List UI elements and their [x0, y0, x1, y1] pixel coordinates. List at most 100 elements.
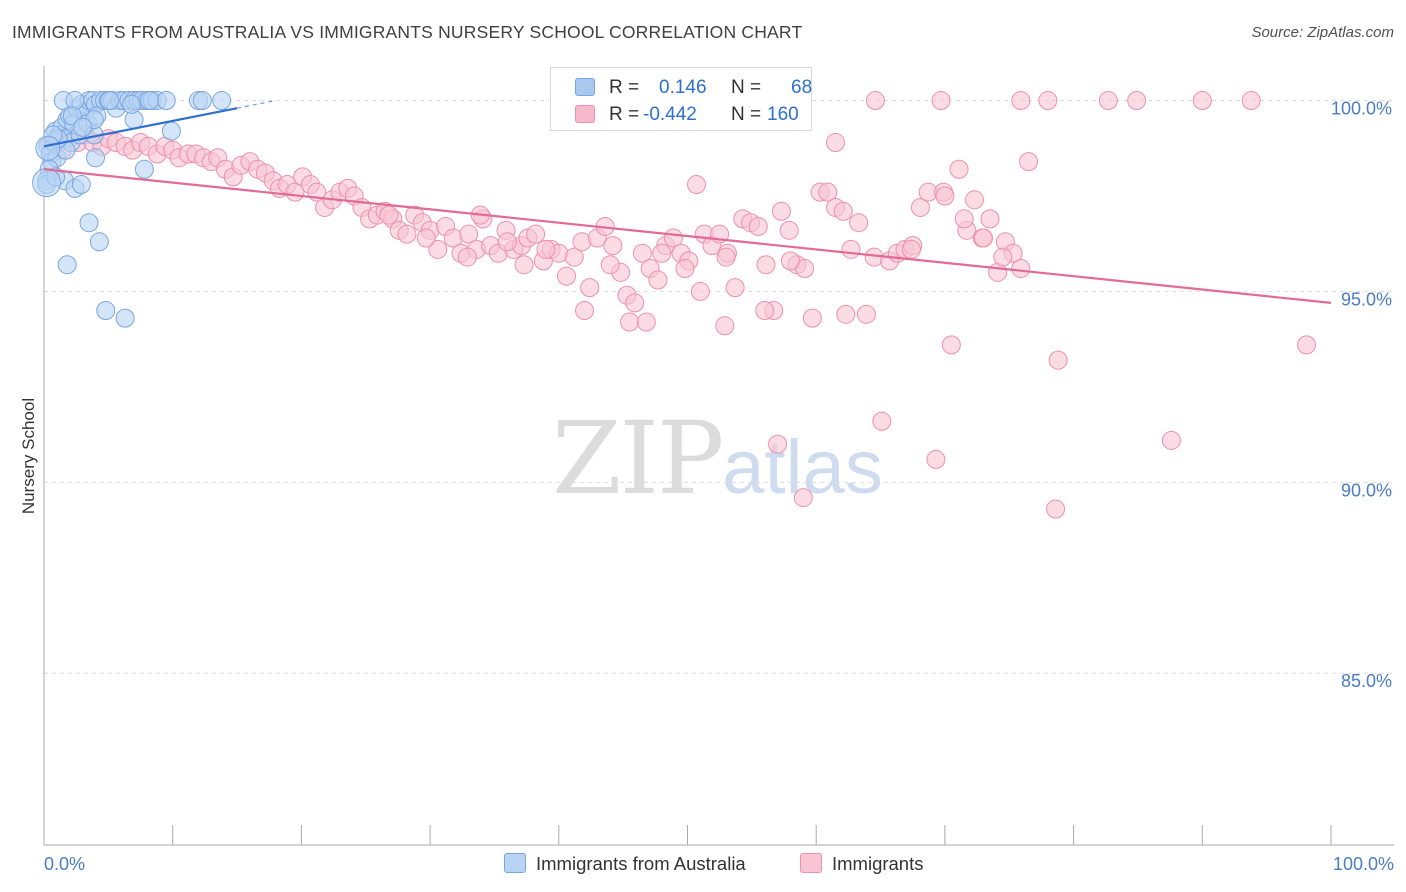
australia-trend-extension	[236, 99, 276, 109]
australia-point	[96, 301, 116, 321]
legend-item-immigrants: Immigrants	[800, 853, 924, 875]
immigrants-point	[779, 220, 799, 240]
immigrants-point	[514, 255, 534, 275]
r-value: 0.146	[659, 77, 707, 98]
immigrants-point	[931, 91, 951, 111]
axes	[43, 66, 1394, 846]
immigrants-point	[1019, 152, 1039, 172]
immigrants-point	[941, 335, 961, 355]
source-credit: Source: ZipAtlas.com	[1251, 24, 1394, 41]
r-label: R =	[609, 77, 640, 98]
immigrants-point	[416, 228, 436, 248]
immigrants-point	[949, 159, 969, 179]
immigrants-point	[675, 259, 695, 279]
immigrants-point	[575, 301, 595, 321]
immigrants-point	[625, 293, 645, 313]
immigrants-point	[564, 247, 584, 267]
immigrants-point	[935, 186, 955, 206]
australia-point	[35, 135, 61, 161]
immigrants-point	[1048, 350, 1068, 370]
australia-point	[100, 91, 120, 111]
trend-lines	[43, 99, 1332, 304]
watermark-zip: ZIP	[552, 400, 724, 517]
australia-point	[71, 175, 91, 195]
immigrants-point	[1192, 91, 1212, 111]
immigrants-point	[865, 91, 885, 111]
immigrants-point	[836, 304, 856, 324]
immigrants-point	[802, 308, 822, 328]
australia-point	[122, 94, 142, 114]
australia-point	[32, 168, 62, 198]
n-label: N =	[731, 77, 762, 98]
legend-item-australia: Immigrants from Australia	[504, 853, 746, 875]
australia-point	[85, 148, 105, 168]
immigrants-point	[1161, 430, 1181, 450]
australia-point	[156, 91, 176, 111]
immigrants-point	[756, 255, 776, 275]
y-axis-label: Nursery School	[19, 398, 38, 514]
immigrants-point	[1297, 335, 1317, 355]
immigrants-point	[856, 304, 876, 324]
legend-swatch-australia	[504, 853, 526, 873]
immigrants-point	[687, 175, 707, 195]
immigrants-trend-line	[43, 168, 1332, 304]
immigrants-point	[497, 232, 517, 252]
immigrants-point	[536, 239, 556, 259]
immigrants-point	[725, 278, 745, 298]
immigrants-point	[459, 224, 479, 244]
immigrants-point	[1038, 91, 1058, 111]
immigrants-point	[849, 213, 869, 233]
immigrants-point	[715, 316, 735, 336]
australia-point	[212, 91, 232, 111]
immigrants-point	[600, 255, 620, 275]
immigrants-point	[826, 133, 846, 153]
immigrants-point	[1098, 91, 1118, 111]
immigrants-point	[648, 270, 668, 290]
immigrants-point	[428, 239, 448, 259]
r-label: R =	[609, 104, 640, 125]
immigrants-point	[768, 434, 788, 454]
immigrants-point	[526, 224, 546, 244]
y-tick-label: 95.0%	[1341, 289, 1392, 309]
immigrants-point	[1011, 259, 1031, 279]
n-value: 160	[767, 104, 799, 125]
legend-swatch-immigrants	[800, 853, 822, 873]
legend-swatch-australia	[575, 78, 595, 96]
immigrants-point	[748, 217, 768, 237]
australia-point	[134, 159, 154, 179]
immigrants-point	[603, 236, 623, 256]
australia-point	[57, 255, 77, 275]
x-tick-label: 0.0%	[44, 854, 85, 874]
australia-point	[89, 232, 109, 252]
immigrants-point	[755, 301, 775, 321]
n-value: 68	[791, 77, 813, 98]
data-points	[32, 91, 1317, 519]
australia-trend-line	[43, 107, 238, 148]
immigrants-point	[980, 209, 1000, 229]
y-tick-label: 85.0%	[1341, 671, 1392, 691]
immigrants-point	[457, 247, 477, 267]
immigrants-point	[926, 449, 946, 469]
immigrants-point	[780, 251, 800, 271]
immigrants-point	[620, 312, 640, 332]
immigrants-point	[793, 488, 813, 508]
immigrants-point	[974, 228, 994, 248]
axis-labels: 85.0% 90.0% 95.0% 100.0% 0.0% 100.0% Nursery S…	[19, 99, 1394, 874]
immigrants-point	[965, 190, 985, 210]
australia-point	[79, 213, 99, 233]
r-value: -0.442	[643, 104, 697, 125]
immigrants-point	[872, 411, 892, 431]
immigrants-point	[636, 312, 656, 332]
immigrants-point	[993, 247, 1013, 267]
immigrants-point	[1127, 91, 1147, 111]
legend-label-australia: Immigrants from Australia	[536, 853, 746, 874]
immigrants-point	[557, 266, 577, 286]
immigrants-point	[954, 209, 974, 229]
legend-row-immigrants: R = -0.442 N = 160	[551, 99, 811, 127]
immigrants-point	[632, 243, 652, 263]
chart-title: IMMIGRANTS FROM AUSTRALIA VS IMMIGRANTS …	[12, 22, 803, 42]
immigrants-point	[379, 205, 399, 225]
immigrants-point	[841, 239, 861, 259]
immigrants-point	[1241, 91, 1261, 111]
